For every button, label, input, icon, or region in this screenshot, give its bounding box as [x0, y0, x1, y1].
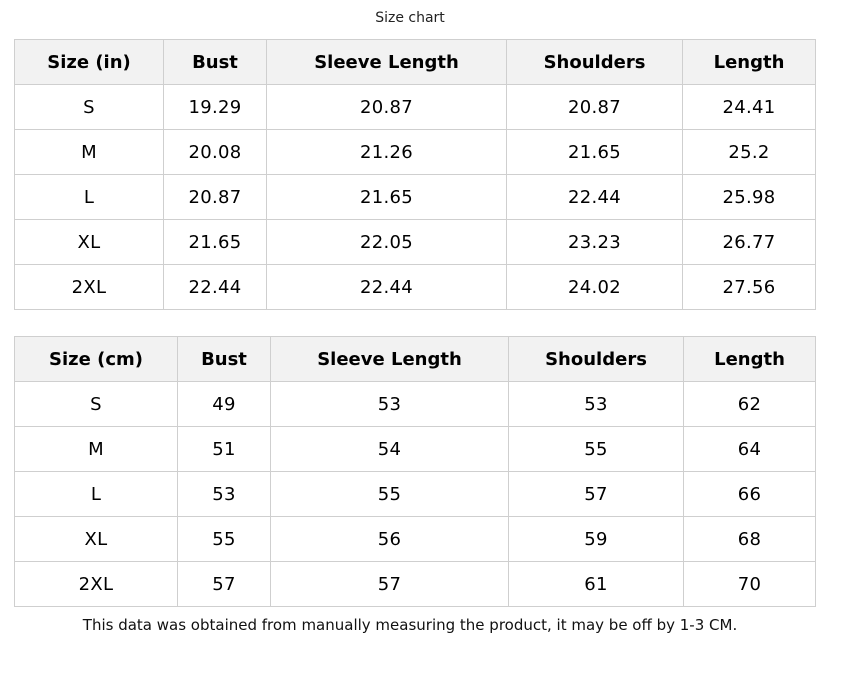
table-row: XL 55 56 59 68	[14, 516, 816, 562]
column-header: Size (cm)	[14, 336, 178, 382]
table-cell: 54	[270, 426, 509, 472]
table-cell: 20.87	[163, 174, 267, 220]
table-cell: 21.65	[506, 129, 683, 175]
column-header: Sleeve Length	[270, 336, 509, 382]
table-cell: 21.65	[266, 174, 507, 220]
column-header: Length	[682, 39, 816, 85]
column-header: Length	[683, 336, 816, 382]
table-cell: 20.87	[266, 84, 507, 130]
table-row: 2XL 57 57 61 70	[14, 561, 816, 607]
table-cell: 53	[508, 381, 684, 427]
table-cell: M	[14, 129, 164, 175]
table-cell: 27.56	[682, 264, 816, 310]
table-cell: 57	[177, 561, 271, 607]
table-cell: 23.23	[506, 219, 683, 265]
table-row: S 19.29 20.87 20.87 24.41	[14, 84, 816, 130]
table-cell: 22.05	[266, 219, 507, 265]
table-cell: 21.65	[163, 219, 267, 265]
table-cell: 64	[683, 426, 816, 472]
table-cell: XL	[14, 219, 164, 265]
table-cell: S	[14, 84, 164, 130]
header-row: Size (cm) Bust Sleeve Length Shoulders Lengt…	[14, 336, 816, 382]
table-cell: 22.44	[506, 174, 683, 220]
table-cell: 68	[683, 516, 816, 562]
column-header: Sleeve Length	[266, 39, 507, 85]
table-cell: 57	[508, 471, 684, 517]
table-cell: 26.77	[682, 219, 816, 265]
table-cell: L	[14, 471, 178, 517]
table-cell: 25.98	[682, 174, 816, 220]
table-cell: 51	[177, 426, 271, 472]
table-cell: 66	[683, 471, 816, 517]
table-cell: 20.08	[163, 129, 267, 175]
column-header: Shoulders	[508, 336, 684, 382]
table-cell: 55	[177, 516, 271, 562]
column-header: Size (in)	[14, 39, 164, 85]
table-cell: 2XL	[14, 561, 178, 607]
table-cell: 19.29	[163, 84, 267, 130]
column-header: Shoulders	[506, 39, 683, 85]
table-cell: 55	[508, 426, 684, 472]
table-cell: 49	[177, 381, 271, 427]
table-cell: 62	[683, 381, 816, 427]
table-row: L 53 55 57 66	[14, 471, 816, 517]
table-cell: 59	[508, 516, 684, 562]
header-row: Size (in) Bust Sleeve Length Shoulders Lengt…	[14, 39, 816, 85]
table-cell: L	[14, 174, 164, 220]
table-cell: 20.87	[506, 84, 683, 130]
table-cell: 70	[683, 561, 816, 607]
table-cell: 56	[270, 516, 509, 562]
table-cell: 61	[508, 561, 684, 607]
size-table-cm: Size (cm) Bust Sleeve Length Shoulders Lengt…	[14, 336, 816, 607]
table-row: M 51 54 55 64	[14, 426, 816, 472]
chart-title: Size chart	[375, 10, 445, 26]
table-cell: 21.26	[266, 129, 507, 175]
column-header: Bust	[163, 39, 267, 85]
table-row: XL 21.65 22.05 23.23 26.77	[14, 219, 816, 265]
table-row: S 49 53 53 62	[14, 381, 816, 427]
table-row: 2XL 22.44 22.44 24.02 27.56	[14, 264, 816, 310]
table-cell: 53	[177, 471, 271, 517]
size-table-inches: Size (in) Bust Sleeve Length Shoulders Lengt…	[14, 39, 816, 310]
column-header: Bust	[177, 336, 271, 382]
table-cell: XL	[14, 516, 178, 562]
measurement-note: This data was obtained from manually mea…	[82, 616, 738, 634]
table-cell: 57	[270, 561, 509, 607]
table-cell: 22.44	[163, 264, 267, 310]
table-cell: 55	[270, 471, 509, 517]
table-cell: S	[14, 381, 178, 427]
table-cell: 24.41	[682, 84, 816, 130]
table-cell: M	[14, 426, 178, 472]
table-cell: 53	[270, 381, 509, 427]
table-cell: 2XL	[14, 264, 164, 310]
table-row: L 20.87 21.65 22.44 25.98	[14, 174, 816, 220]
table-cell: 24.02	[506, 264, 683, 310]
table-cell: 25.2	[682, 129, 816, 175]
table-row: M 20.08 21.26 21.65 25.2	[14, 129, 816, 175]
table-cell: 22.44	[266, 264, 507, 310]
